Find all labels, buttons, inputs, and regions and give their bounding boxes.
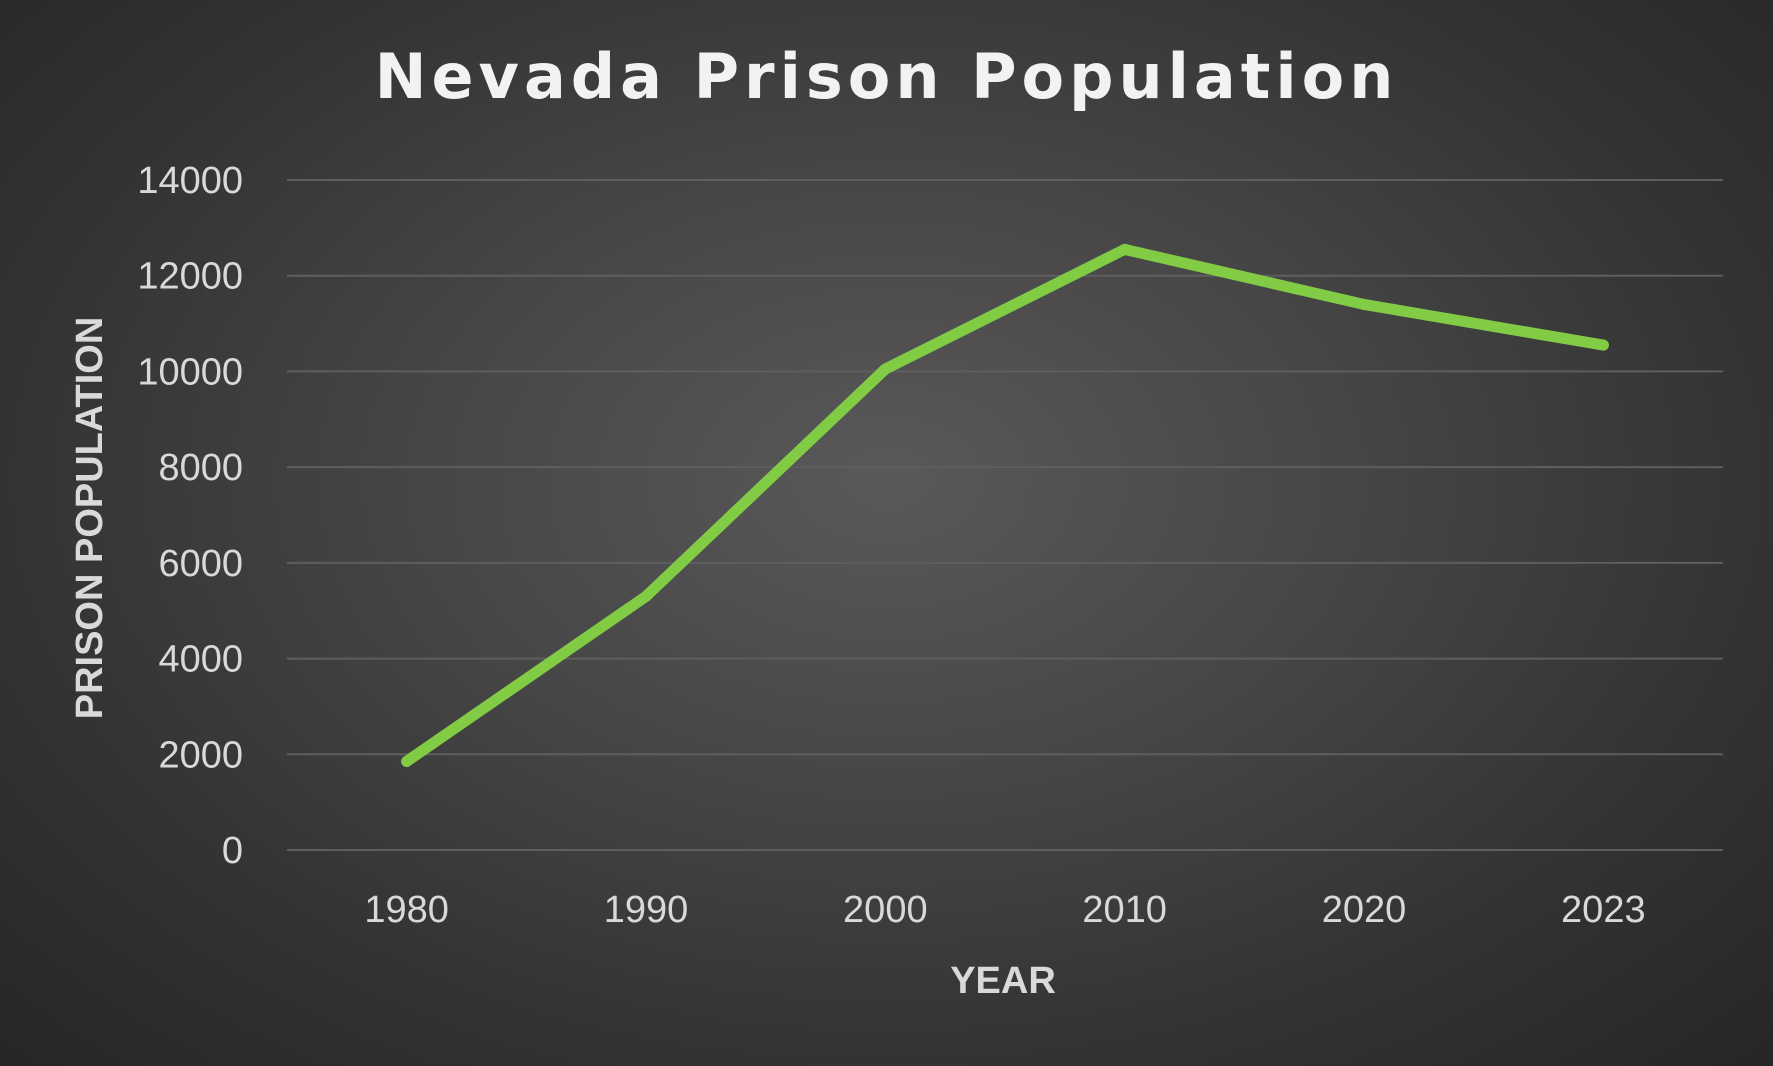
x-axis-title: YEAR (950, 960, 1056, 1002)
series-line-0 (401, 243, 1609, 767)
x-tick-label: 2023 (1561, 889, 1646, 931)
y-axis-title: PRISON POPULATION (69, 317, 111, 720)
gridlines (287, 179, 1723, 851)
chart-title: Nevada Prison Population (374, 40, 1399, 113)
y-tick-label: 4000 (158, 639, 243, 681)
data-point-2020 (1358, 298, 1370, 310)
y-tick-label: 0 (222, 830, 243, 872)
data-point-1990 (640, 590, 652, 602)
y-axis-tick-labels: 0 2000 4000 6000 8000 10000 12000 14000 (137, 160, 243, 872)
x-tick-label: 2000 (843, 889, 928, 931)
y-tick-label: 14000 (137, 160, 243, 202)
data-point-2000 (879, 363, 891, 375)
x-tick-label: 2010 (1082, 889, 1167, 931)
data-point-2023 (1597, 339, 1609, 351)
x-axis-tick-labels: 1980 1990 2000 2010 2020 2023 (364, 889, 1645, 931)
data-point-1980 (401, 755, 413, 767)
x-tick-label: 1980 (364, 889, 449, 931)
x-tick-label: 2020 (1322, 889, 1407, 931)
y-tick-label: 8000 (158, 447, 243, 489)
y-tick-label: 12000 (137, 256, 243, 298)
y-tick-label: 2000 (158, 734, 243, 776)
y-tick-label: 10000 (137, 351, 243, 393)
y-tick-label: 6000 (158, 543, 243, 585)
x-tick-label: 1990 (604, 889, 689, 931)
series-group (401, 243, 1609, 767)
data-point-2010 (1119, 243, 1131, 255)
